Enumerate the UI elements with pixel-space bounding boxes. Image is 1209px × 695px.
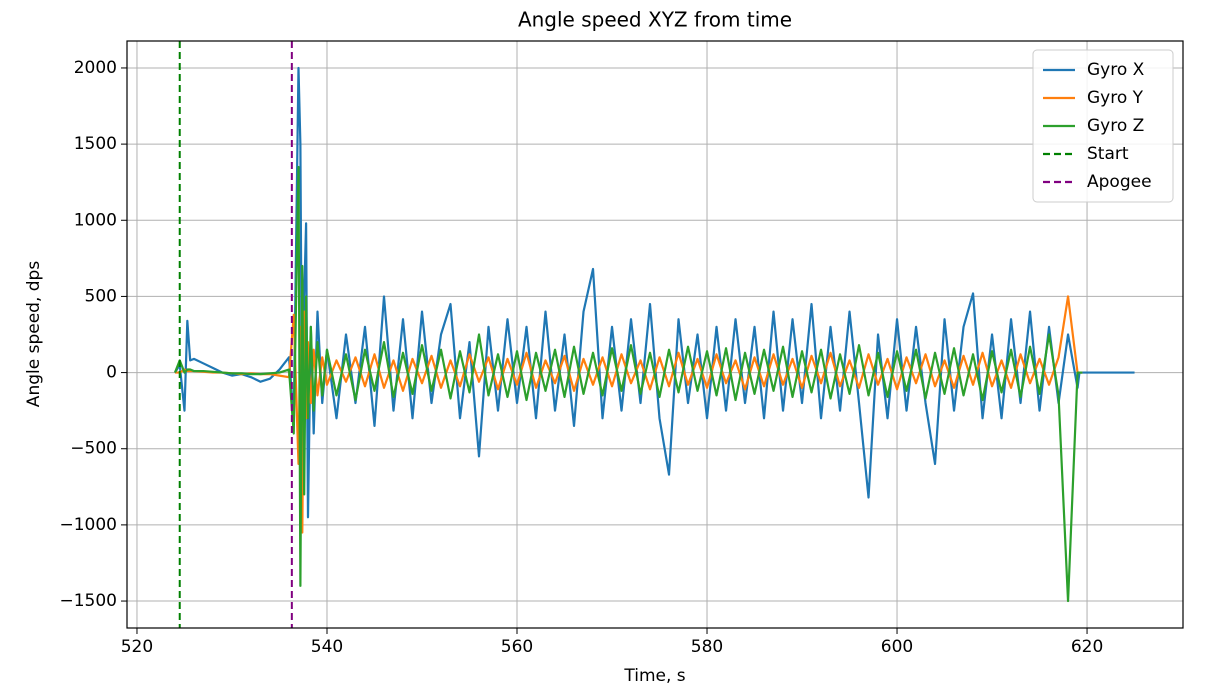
legend-label: Start: [1087, 144, 1129, 164]
y-axis-label: Angle speed, dps: [24, 261, 44, 408]
y-tick-label: 500: [85, 286, 117, 306]
x-tick-label: 580: [691, 637, 723, 657]
data-line: [174, 66, 1135, 519]
x-tick-label: 620: [1071, 637, 1103, 657]
legend-label: Gyro Z: [1087, 116, 1144, 136]
plot-frame: [126, 40, 1184, 629]
legend-label: Gyro X: [1087, 60, 1145, 80]
y-tick-label: 1000: [74, 210, 117, 230]
y-tick-label: 2000: [74, 58, 117, 78]
x-tick-label: 560: [501, 637, 533, 657]
data-line: [173, 165, 1083, 603]
y-tick-label: −1000: [59, 515, 117, 535]
y-tick-label: −1500: [59, 591, 117, 611]
legend-box: [1032, 49, 1174, 203]
y-tick-label: 0: [106, 363, 117, 383]
legend-label: Apogee: [1087, 172, 1152, 192]
chart-title: Angle speed XYZ from time: [518, 8, 792, 32]
data-line: [174, 295, 1083, 534]
x-axis-label: Time, s: [623, 666, 685, 686]
y-tick-label: 1500: [74, 134, 117, 154]
legend-label: Gyro Y: [1087, 88, 1144, 108]
x-tick-label: 540: [311, 637, 343, 657]
x-tick-label: 600: [881, 637, 913, 657]
x-tick-label: 520: [121, 637, 153, 657]
y-tick-label: −500: [70, 439, 117, 459]
